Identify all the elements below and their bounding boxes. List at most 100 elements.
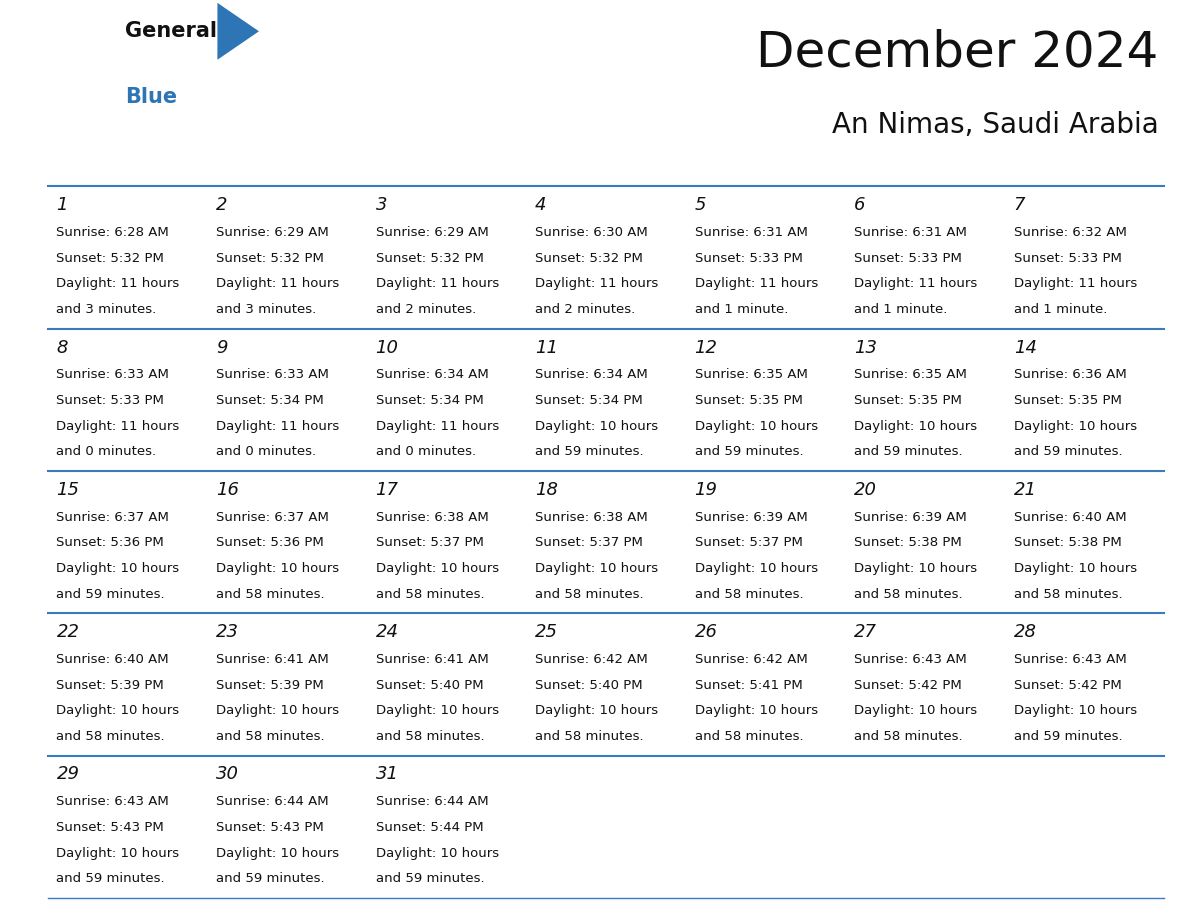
Text: Daylight: 10 hours: Daylight: 10 hours: [854, 704, 978, 717]
Text: 31: 31: [375, 766, 398, 783]
Text: Sunset: 5:34 PM: Sunset: 5:34 PM: [535, 394, 643, 407]
Text: Sunrise: 6:35 AM: Sunrise: 6:35 AM: [854, 368, 967, 382]
Text: Wednesday: Wednesday: [535, 157, 661, 176]
Text: Daylight: 10 hours: Daylight: 10 hours: [57, 846, 179, 859]
Text: Sunday: Sunday: [57, 157, 138, 176]
Text: and 0 minutes.: and 0 minutes.: [57, 445, 157, 458]
Text: 7: 7: [1013, 196, 1025, 214]
Text: Daylight: 11 hours: Daylight: 11 hours: [375, 420, 499, 432]
Text: 15: 15: [57, 481, 80, 498]
Text: Daylight: 10 hours: Daylight: 10 hours: [1013, 704, 1137, 717]
Text: Sunset: 5:35 PM: Sunset: 5:35 PM: [1013, 394, 1121, 407]
Text: Sunrise: 6:33 AM: Sunrise: 6:33 AM: [216, 368, 329, 382]
Text: and 58 minutes.: and 58 minutes.: [1013, 588, 1123, 600]
Text: Thursday: Thursday: [695, 157, 796, 176]
Text: and 59 minutes.: and 59 minutes.: [695, 445, 803, 458]
Text: 4: 4: [535, 196, 546, 214]
Text: Daylight: 10 hours: Daylight: 10 hours: [375, 704, 499, 717]
Text: Sunset: 5:43 PM: Sunset: 5:43 PM: [57, 821, 164, 834]
Text: Sunset: 5:32 PM: Sunset: 5:32 PM: [375, 252, 484, 264]
Text: Daylight: 11 hours: Daylight: 11 hours: [57, 420, 179, 432]
Text: and 59 minutes.: and 59 minutes.: [57, 588, 165, 600]
Text: Sunrise: 6:37 AM: Sunrise: 6:37 AM: [216, 510, 329, 524]
Text: Sunrise: 6:31 AM: Sunrise: 6:31 AM: [695, 226, 808, 240]
Text: and 1 minute.: and 1 minute.: [854, 303, 948, 316]
Text: Monday: Monday: [216, 157, 302, 176]
Text: Tuesday: Tuesday: [375, 157, 465, 176]
Text: Sunset: 5:41 PM: Sunset: 5:41 PM: [695, 678, 802, 691]
Text: Daylight: 10 hours: Daylight: 10 hours: [1013, 420, 1137, 432]
Text: Sunset: 5:32 PM: Sunset: 5:32 PM: [535, 252, 643, 264]
Text: Sunrise: 6:35 AM: Sunrise: 6:35 AM: [695, 368, 808, 382]
Text: Sunset: 5:36 PM: Sunset: 5:36 PM: [57, 536, 164, 549]
Text: 14: 14: [1013, 339, 1037, 356]
Text: General: General: [125, 21, 216, 41]
Text: Daylight: 10 hours: Daylight: 10 hours: [695, 420, 817, 432]
Text: 17: 17: [375, 481, 398, 498]
Text: 5: 5: [695, 196, 706, 214]
Text: Daylight: 10 hours: Daylight: 10 hours: [216, 846, 339, 859]
Text: 25: 25: [535, 623, 558, 641]
Text: Sunrise: 6:28 AM: Sunrise: 6:28 AM: [57, 226, 169, 240]
Text: Sunset: 5:33 PM: Sunset: 5:33 PM: [1013, 252, 1121, 264]
Text: and 58 minutes.: and 58 minutes.: [854, 730, 962, 743]
Text: and 59 minutes.: and 59 minutes.: [1013, 445, 1123, 458]
Text: Daylight: 11 hours: Daylight: 11 hours: [535, 277, 658, 290]
Text: Daylight: 10 hours: Daylight: 10 hours: [57, 704, 179, 717]
Text: Sunset: 5:44 PM: Sunset: 5:44 PM: [375, 821, 484, 834]
Text: 13: 13: [854, 339, 877, 356]
Text: Sunset: 5:37 PM: Sunset: 5:37 PM: [695, 536, 802, 549]
Text: 11: 11: [535, 339, 558, 356]
Text: Daylight: 10 hours: Daylight: 10 hours: [535, 562, 658, 575]
Text: 18: 18: [535, 481, 558, 498]
Text: 9: 9: [216, 339, 227, 356]
Text: 29: 29: [57, 766, 80, 783]
Text: 20: 20: [854, 481, 877, 498]
Text: Sunset: 5:33 PM: Sunset: 5:33 PM: [695, 252, 802, 264]
Text: Daylight: 10 hours: Daylight: 10 hours: [695, 562, 817, 575]
Text: 6: 6: [854, 196, 866, 214]
Text: 19: 19: [695, 481, 718, 498]
Text: Daylight: 10 hours: Daylight: 10 hours: [216, 704, 339, 717]
Text: Sunset: 5:39 PM: Sunset: 5:39 PM: [57, 678, 164, 691]
Text: Daylight: 10 hours: Daylight: 10 hours: [535, 420, 658, 432]
Text: Daylight: 10 hours: Daylight: 10 hours: [216, 562, 339, 575]
Text: and 58 minutes.: and 58 minutes.: [535, 588, 644, 600]
Text: 26: 26: [695, 623, 718, 641]
Text: and 59 minutes.: and 59 minutes.: [57, 872, 165, 885]
Text: Daylight: 11 hours: Daylight: 11 hours: [375, 277, 499, 290]
Text: Sunset: 5:42 PM: Sunset: 5:42 PM: [1013, 678, 1121, 691]
Text: Sunset: 5:32 PM: Sunset: 5:32 PM: [57, 252, 164, 264]
Text: Sunset: 5:34 PM: Sunset: 5:34 PM: [216, 394, 324, 407]
Text: 16: 16: [216, 481, 239, 498]
Text: Sunrise: 6:31 AM: Sunrise: 6:31 AM: [854, 226, 967, 240]
Polygon shape: [217, 3, 259, 60]
Text: Sunset: 5:38 PM: Sunset: 5:38 PM: [1013, 536, 1121, 549]
Text: Sunset: 5:35 PM: Sunset: 5:35 PM: [695, 394, 802, 407]
Text: and 59 minutes.: and 59 minutes.: [854, 445, 962, 458]
Text: 24: 24: [375, 623, 398, 641]
Text: 10: 10: [375, 339, 398, 356]
Text: Sunrise: 6:43 AM: Sunrise: 6:43 AM: [1013, 653, 1126, 666]
Text: 12: 12: [695, 339, 718, 356]
Text: 1: 1: [57, 196, 68, 214]
Text: Daylight: 10 hours: Daylight: 10 hours: [57, 562, 179, 575]
Text: 28: 28: [1013, 623, 1037, 641]
Text: Sunrise: 6:29 AM: Sunrise: 6:29 AM: [375, 226, 488, 240]
Text: and 1 minute.: and 1 minute.: [1013, 303, 1107, 316]
Text: Sunset: 5:40 PM: Sunset: 5:40 PM: [375, 678, 484, 691]
Text: and 3 minutes.: and 3 minutes.: [57, 303, 157, 316]
Text: and 59 minutes.: and 59 minutes.: [1013, 730, 1123, 743]
Text: Sunset: 5:33 PM: Sunset: 5:33 PM: [57, 394, 164, 407]
Text: and 59 minutes.: and 59 minutes.: [375, 872, 485, 885]
Text: Sunrise: 6:44 AM: Sunrise: 6:44 AM: [375, 795, 488, 809]
Text: and 59 minutes.: and 59 minutes.: [535, 445, 644, 458]
Text: Sunrise: 6:43 AM: Sunrise: 6:43 AM: [854, 653, 967, 666]
Text: Sunrise: 6:38 AM: Sunrise: 6:38 AM: [535, 510, 647, 524]
Text: Sunrise: 6:30 AM: Sunrise: 6:30 AM: [535, 226, 647, 240]
Text: and 2 minutes.: and 2 minutes.: [375, 303, 475, 316]
Text: Sunset: 5:40 PM: Sunset: 5:40 PM: [535, 678, 643, 691]
Text: Sunrise: 6:39 AM: Sunrise: 6:39 AM: [854, 510, 967, 524]
Text: Sunrise: 6:40 AM: Sunrise: 6:40 AM: [1013, 510, 1126, 524]
Text: Daylight: 10 hours: Daylight: 10 hours: [1013, 562, 1137, 575]
